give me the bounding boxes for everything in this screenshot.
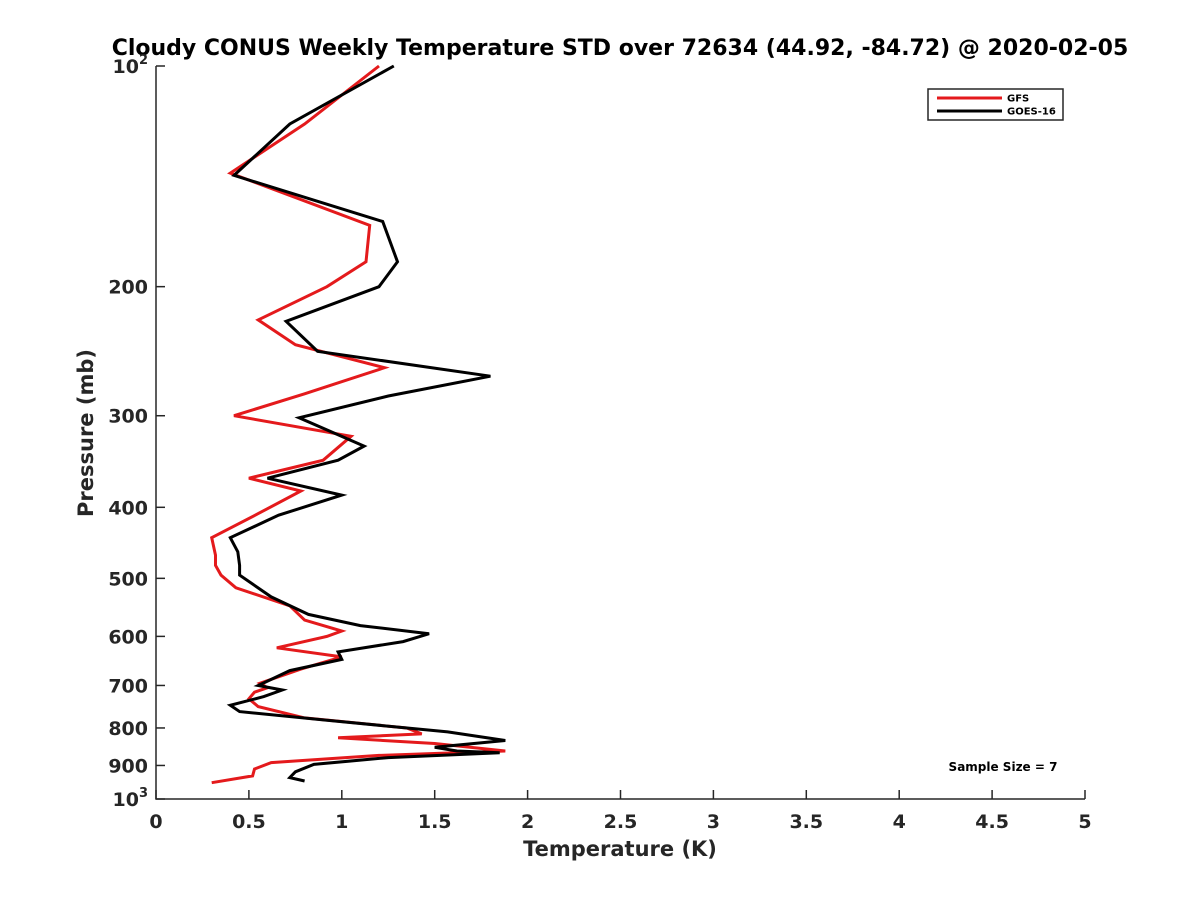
sample-size-annotation: Sample Size = 7: [949, 760, 1058, 774]
axes-frame: [155, 66, 1085, 800]
y-tick-label: 103: [113, 786, 149, 811]
y-tick-label: 300: [108, 406, 148, 428]
y-tick-base: 10: [113, 789, 139, 811]
x-tick-label: 1.5: [418, 811, 452, 833]
y-tick-label: 400: [108, 497, 148, 519]
plot-area: 0 0.5 1 1.5 2 2.5 3 3.5 4 4.5 5 102200300400500600…: [108, 53, 1091, 833]
x-tick-label: 1: [335, 811, 348, 833]
x-tick-label: 3.5: [789, 811, 823, 833]
series-layer: [209, 64, 506, 785]
series-line-goes-16: [226, 64, 506, 783]
x-tick-label: 2.5: [604, 811, 638, 833]
x-tick-label: 0.5: [232, 811, 266, 833]
y-tick-label: 102: [113, 53, 149, 78]
chart-title: Cloudy CONUS Weekly Temperature STD over…: [112, 36, 1129, 61]
x-axis-ticks: 0 0.5 1 1.5 2 2.5 3 3.5 4 4.5 5: [149, 790, 1092, 833]
y-tick-label: 900: [108, 755, 148, 777]
y-tick-label: 500: [108, 568, 148, 590]
legend-label-goes16: GOES-16: [1007, 107, 1056, 118]
legend-box: [927, 88, 1064, 121]
legend-label-gfs: GFS: [1007, 94, 1029, 105]
x-tick-label: 2: [521, 811, 534, 833]
y-axis-label: Pressure (mb): [74, 349, 98, 517]
legend: GFS GOES-16: [927, 88, 1064, 121]
y-tick-base: 10: [113, 56, 139, 78]
y-tick-label: 200: [108, 277, 148, 299]
x-tick-label: 3: [707, 811, 720, 833]
series-line-gfs: [209, 64, 506, 785]
y-tick-exponent: 3: [139, 786, 148, 801]
x-tick-label: 0: [149, 811, 162, 833]
x-tick-label: 4: [893, 811, 906, 833]
y-tick-label: 700: [108, 675, 148, 697]
y-tick-label: 600: [108, 626, 148, 648]
y-tick-exponent: 2: [139, 53, 148, 68]
x-tick-label: 5: [1078, 811, 1091, 833]
x-tick-label: 4.5: [975, 811, 1009, 833]
y-tick-label: 800: [108, 718, 148, 740]
x-axis-label: Temperature (K): [523, 837, 717, 861]
